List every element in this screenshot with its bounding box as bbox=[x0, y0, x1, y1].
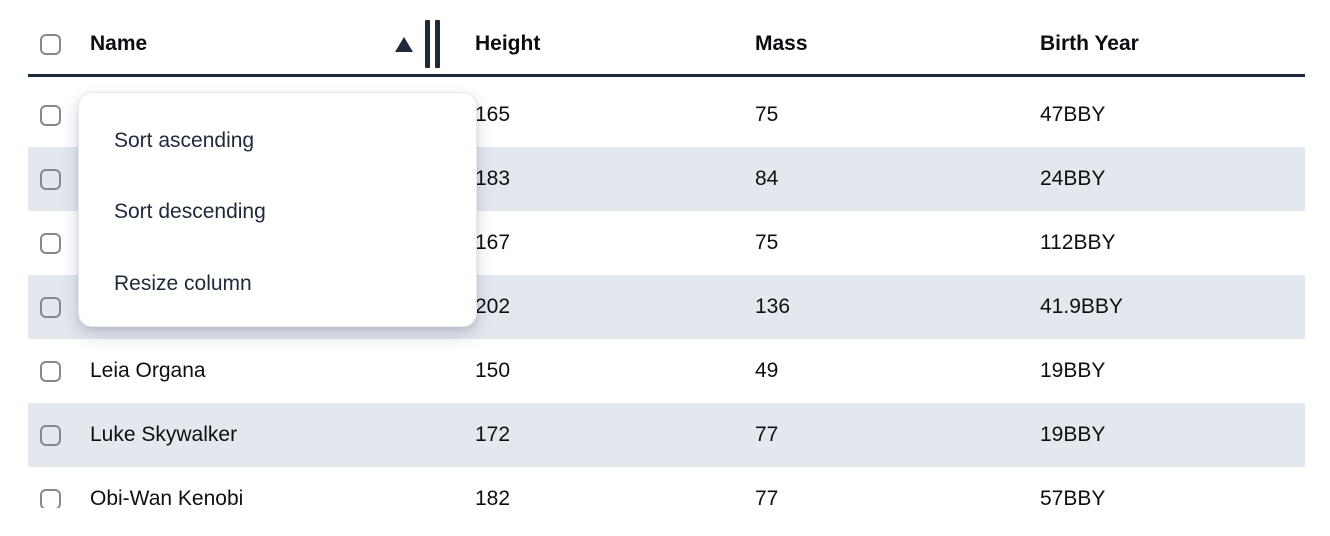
cell-height: 183 bbox=[475, 167, 511, 190]
row-checkbox[interactable] bbox=[40, 424, 61, 446]
cell-mass: 136 bbox=[755, 295, 791, 318]
column-header-name[interactable]: Name bbox=[90, 14, 475, 74]
cell-height: 182 bbox=[475, 487, 511, 508]
resize-bar-icon bbox=[435, 20, 440, 68]
table-row[interactable]: Luke Skywalker 172 77 19BBY bbox=[28, 403, 1305, 467]
select-all-checkbox[interactable] bbox=[40, 33, 61, 55]
column-header-birth-year[interactable]: Birth Year bbox=[1040, 32, 1305, 56]
row-checkbox[interactable] bbox=[40, 168, 61, 190]
column-header-height[interactable]: Height bbox=[475, 32, 755, 56]
column-header-name-label: Name bbox=[90, 32, 148, 55]
cell-mass: 75 bbox=[755, 103, 779, 126]
table-header-row: Name Height Mass Birth Year bbox=[28, 14, 1305, 77]
row-checkbox[interactable] bbox=[40, 488, 61, 508]
table-row[interactable]: Obi-Wan Kenobi 182 77 57BBY bbox=[28, 467, 1305, 508]
header-checkbox-cell bbox=[28, 33, 90, 55]
row-checkbox-cell bbox=[28, 168, 90, 190]
column-header-mass[interactable]: Mass bbox=[755, 32, 1040, 56]
row-checkbox-cell bbox=[28, 424, 90, 446]
column-header-birth-year-label: Birth Year bbox=[1040, 32, 1139, 55]
row-checkbox-cell bbox=[28, 488, 90, 508]
table-row[interactable]: 167 75 112BBY bbox=[28, 211, 1305, 275]
row-checkbox[interactable] bbox=[40, 360, 61, 382]
resize-bar-icon bbox=[425, 20, 430, 68]
row-checkbox[interactable] bbox=[40, 232, 61, 254]
cell-birth-year: 24BBY bbox=[1040, 167, 1106, 190]
row-checkbox[interactable] bbox=[40, 296, 61, 318]
cell-mass: 77 bbox=[755, 487, 779, 508]
table-row[interactable]: 165 75 47BBY bbox=[28, 83, 1305, 147]
cell-name: Luke Skywalker bbox=[90, 423, 238, 446]
column-context-menu: Sort ascending Sort descending Resize co… bbox=[78, 92, 477, 327]
row-checkbox-cell bbox=[28, 104, 90, 126]
cell-height: 202 bbox=[475, 295, 511, 318]
cell-birth-year: 41.9BBY bbox=[1040, 295, 1123, 318]
cell-mass: 49 bbox=[755, 359, 779, 382]
menu-item[interactable]: Sort ascending bbox=[114, 128, 255, 152]
cell-mass: 77 bbox=[755, 423, 779, 446]
cell-birth-year: 19BBY bbox=[1040, 359, 1106, 382]
cell-birth-year: 57BBY bbox=[1040, 487, 1106, 508]
cell-height: 150 bbox=[475, 359, 511, 382]
cell-name: Obi-Wan Kenobi bbox=[90, 487, 244, 508]
cell-height: 172 bbox=[475, 423, 511, 446]
cell-mass: 84 bbox=[755, 167, 779, 190]
sort-ascending-icon bbox=[395, 36, 413, 52]
cell-mass: 75 bbox=[755, 231, 779, 254]
column-header-mass-label: Mass bbox=[755, 32, 808, 55]
column-header-height-label: Height bbox=[475, 32, 541, 55]
menu-item[interactable]: Sort descending bbox=[114, 200, 266, 224]
row-checkbox-cell bbox=[28, 296, 90, 318]
row-checkbox-cell bbox=[28, 232, 90, 254]
table-row[interactable]: Leia Organa 150 49 19BBY bbox=[28, 339, 1305, 403]
cell-height: 167 bbox=[475, 231, 511, 254]
row-checkbox-cell bbox=[28, 360, 90, 382]
menu-item[interactable]: Resize column bbox=[114, 271, 252, 295]
cell-birth-year: 19BBY bbox=[1040, 423, 1106, 446]
name-header-icons bbox=[395, 14, 440, 74]
cell-birth-year: 47BBY bbox=[1040, 103, 1106, 126]
row-checkbox[interactable] bbox=[40, 104, 61, 126]
cell-birth-year: 112BBY bbox=[1040, 231, 1116, 254]
cell-name: Leia Organa bbox=[90, 359, 206, 382]
column-resize-handle[interactable] bbox=[425, 20, 440, 68]
cell-height: 165 bbox=[475, 103, 511, 126]
